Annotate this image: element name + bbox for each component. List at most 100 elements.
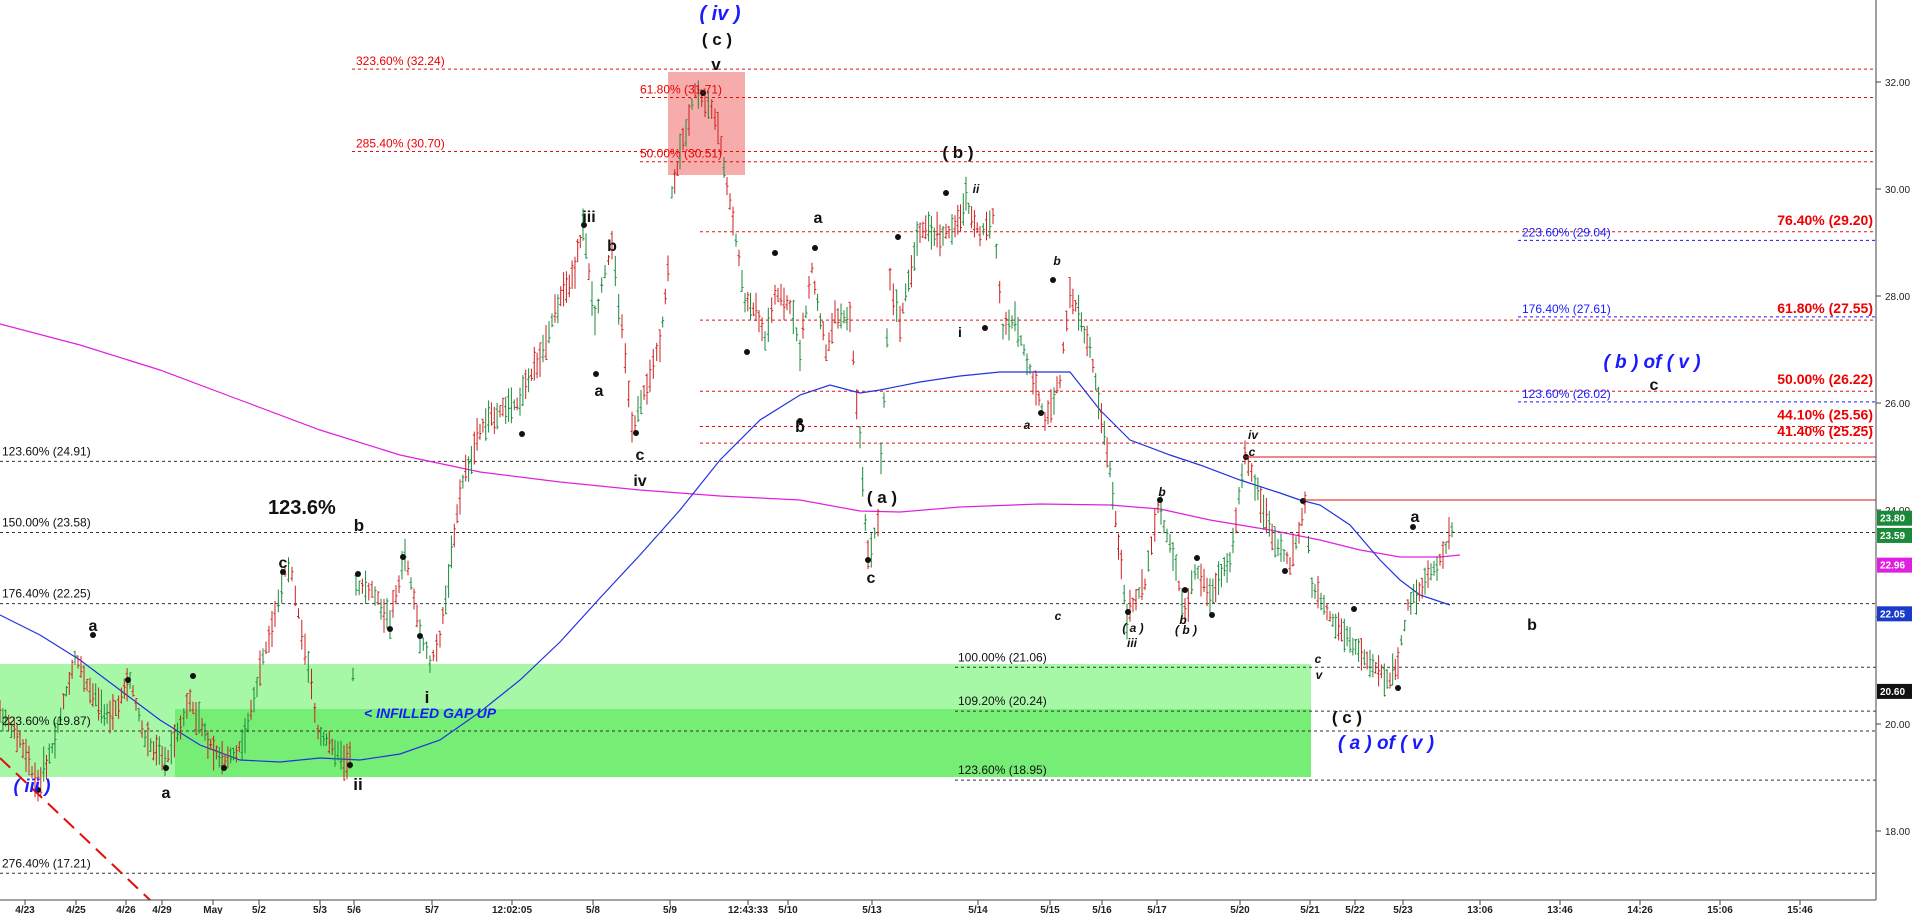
- price-tag-label: 23.59: [1880, 531, 1905, 542]
- pivot-dot: [1038, 410, 1044, 416]
- price-tick-label: 18.00: [1885, 827, 1910, 838]
- time-tick-label: 12:02:05: [492, 905, 532, 914]
- fib-label-red: 76.40% (29.20): [1777, 212, 1873, 228]
- time-tick-label: 15:46: [1787, 905, 1813, 914]
- wave-label: i: [425, 688, 430, 707]
- fib-label-red: 41.40% (25.25): [1777, 423, 1873, 439]
- wave-label: v: [711, 55, 721, 74]
- wave-label: iv: [1248, 428, 1259, 442]
- fib-label-red: 61.80% (27.55): [1777, 300, 1873, 316]
- time-tick-label: 4/29: [152, 905, 172, 914]
- fib-label-red: 50.00% (26.22): [1777, 371, 1873, 387]
- time-tick-label: 5/20: [1230, 905, 1250, 914]
- pivot-dot: [355, 571, 361, 577]
- pivot-dot: [125, 677, 131, 683]
- fib-label-red: 44.10% (25.56): [1777, 407, 1873, 423]
- wave-label: ( a ): [867, 488, 897, 507]
- pivot-dot: [895, 234, 901, 240]
- pivot-dot: [1125, 609, 1131, 615]
- fib-label-black: 223.60% (19.87): [2, 714, 91, 728]
- pivot-dot: [772, 250, 778, 256]
- pivot-dot: [1209, 612, 1215, 618]
- wave-label: a: [595, 383, 604, 400]
- blue-wave-label: ( b ) of ( v ): [1603, 352, 1700, 373]
- percent-label: 123.6%: [268, 497, 336, 519]
- pivot-dot: [347, 762, 353, 768]
- wave-label: b: [607, 238, 617, 255]
- fib-label-black: 150.00% (23.58): [2, 515, 91, 529]
- pivot-dot: [400, 554, 406, 560]
- blue-wave-label: ( a ) of ( v ): [1338, 733, 1434, 754]
- time-tick-label: 5/23: [1393, 905, 1413, 914]
- time-tick-label: 4/23: [15, 905, 35, 914]
- time-tick-label: 4/26: [116, 905, 136, 914]
- time-tick-label: 5/2: [252, 905, 266, 914]
- price-tag-label: 23.80: [1880, 514, 1905, 525]
- time-tick-label: 13:06: [1467, 905, 1493, 914]
- price-tick-label: 26.00: [1885, 399, 1910, 410]
- pivot-dot: [221, 765, 227, 771]
- wave-label: i: [958, 324, 962, 340]
- wave-label: b: [1158, 485, 1165, 499]
- time-tick-label: 14:26: [1627, 905, 1653, 914]
- time-tick-label: 5/16: [1092, 905, 1112, 914]
- fib-label-blue: 123.60% (26.02): [1522, 387, 1611, 401]
- wave-label: a: [1411, 509, 1420, 526]
- pivot-dot: [865, 557, 871, 563]
- wave-label: a: [814, 210, 823, 227]
- price-tag-label: 22.05: [1880, 609, 1905, 620]
- wave-label: c: [867, 570, 876, 587]
- time-tick-label: 15:06: [1707, 905, 1733, 914]
- time-tick-label: 5/10: [778, 905, 798, 914]
- wave-label: c: [279, 555, 288, 572]
- wave-label: b: [1179, 613, 1186, 627]
- pivot-dot: [1282, 568, 1288, 574]
- pivot-dot: [744, 349, 750, 355]
- fib-label-black: 109.20% (20.24): [958, 694, 1047, 708]
- fib-label-blue: 176.40% (27.61): [1522, 302, 1611, 316]
- time-tick-label: 5/14: [968, 905, 988, 914]
- time-tick-label: May: [203, 905, 223, 914]
- green-gap-zone-dark: [175, 709, 1311, 777]
- wave-label: c: [1249, 445, 1256, 459]
- wave-label: c: [1315, 652, 1322, 666]
- wave-label: ii: [973, 182, 980, 196]
- pivot-dot: [1194, 555, 1200, 561]
- time-tick-label: 13:46: [1547, 905, 1573, 914]
- fib-label-red: 323.60% (32.24): [356, 54, 445, 68]
- time-tick-label: 5/15: [1040, 905, 1060, 914]
- pivot-dot: [163, 765, 169, 771]
- price-tick-label: 28.00: [1885, 292, 1910, 303]
- wave-label: c: [1055, 609, 1062, 623]
- wave-label: a: [162, 785, 171, 802]
- wave-label: ( b ): [942, 143, 973, 162]
- time-tick-label: 5/17: [1147, 905, 1167, 914]
- wave-label: b: [1527, 617, 1537, 634]
- pivot-dot: [593, 371, 599, 377]
- pivot-dot: [982, 325, 988, 331]
- time-tick-label: 5/8: [586, 905, 600, 914]
- pivot-dot: [1300, 498, 1306, 504]
- price-tick-label: 20.00: [1885, 720, 1910, 731]
- pivot-dot: [812, 245, 818, 251]
- fib-label-black: 276.40% (17.21): [2, 856, 91, 870]
- time-tick-label: 5/3: [313, 905, 327, 914]
- wave-label: b: [795, 419, 805, 436]
- fib-label-black: 176.40% (22.25): [2, 587, 91, 601]
- wave-label: b: [1053, 254, 1060, 268]
- time-tick-label: 12:43:33: [728, 905, 768, 914]
- pivot-dot: [519, 431, 525, 437]
- blue-wave-label: ( iii ): [14, 776, 51, 796]
- fib-label-blue: 223.60% (29.04): [1522, 225, 1611, 239]
- price-tag-label: 22.96: [1880, 561, 1905, 572]
- pivot-dot: [417, 633, 423, 639]
- pivot-dot: [1182, 587, 1188, 593]
- wave-label: c: [636, 447, 645, 464]
- price-tick-label: 30.00: [1885, 185, 1910, 196]
- time-tick-label: 5/9: [663, 905, 677, 914]
- fib-label-red: 61.80% (31.71): [640, 83, 722, 97]
- price-tick-label: 32.00: [1885, 78, 1910, 89]
- fib-label-black: 123.60% (18.95): [958, 763, 1047, 777]
- wave-label: iv: [633, 473, 646, 490]
